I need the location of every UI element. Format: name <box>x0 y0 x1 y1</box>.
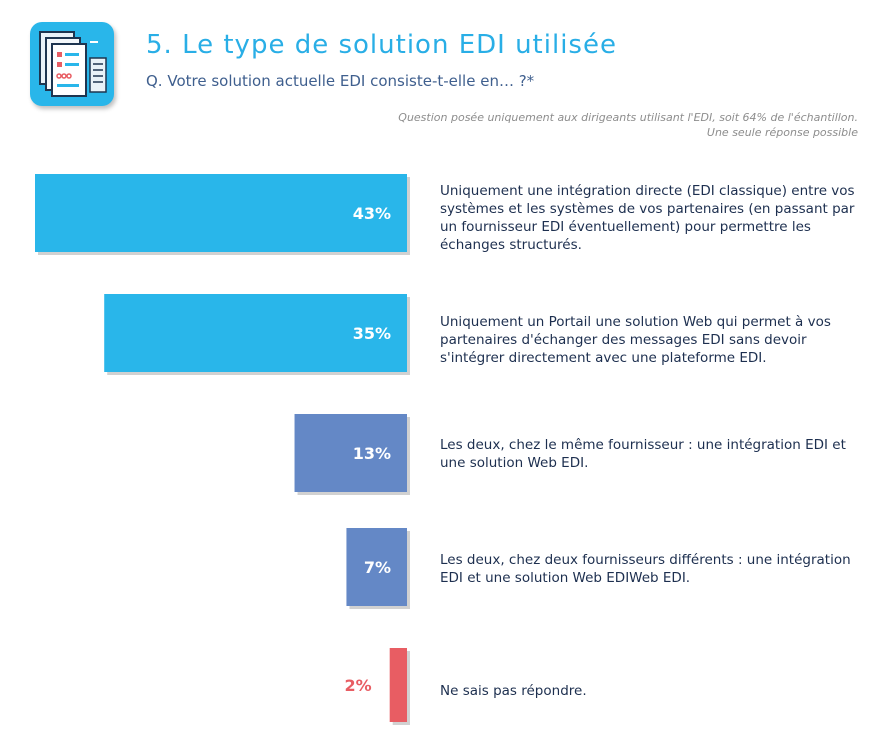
bar <box>294 414 407 492</box>
document-form-icon <box>39 31 107 97</box>
bar <box>104 294 408 372</box>
sample-note: Question posée uniquement aux dirigeants… <box>398 110 858 140</box>
survey-question: Q. Votre solution actuelle EDI consiste-… <box>146 72 535 90</box>
bar <box>346 528 407 606</box>
bar-value-label: 7% <box>364 558 391 577</box>
bar-value-label: 2% <box>345 676 372 695</box>
category-label: Les deux, chez deux fournisseurs différe… <box>440 552 851 586</box>
bar-value-label: 35% <box>353 324 391 343</box>
bar-value-label: 43% <box>353 204 391 223</box>
bar <box>35 174 407 252</box>
category-label: Les deux, chez le même fournisseur : une… <box>440 437 846 471</box>
section-title: 5. Le type de solution EDI utilisée <box>146 30 617 60</box>
sample-note-line-1: Question posée uniquement aux dirigeants… <box>398 111 858 124</box>
category-label: Uniquement une intégration directe (EDI … <box>440 183 855 253</box>
category-label: Ne sais pas répondre. <box>440 683 587 699</box>
bar <box>389 648 407 722</box>
sample-note-line-2: Une seule réponse possible <box>706 126 858 139</box>
category-label: Uniquement un Portail une solution Web q… <box>440 314 831 366</box>
bar-value-label: 13% <box>353 444 391 463</box>
report-logo-tile <box>30 22 114 106</box>
